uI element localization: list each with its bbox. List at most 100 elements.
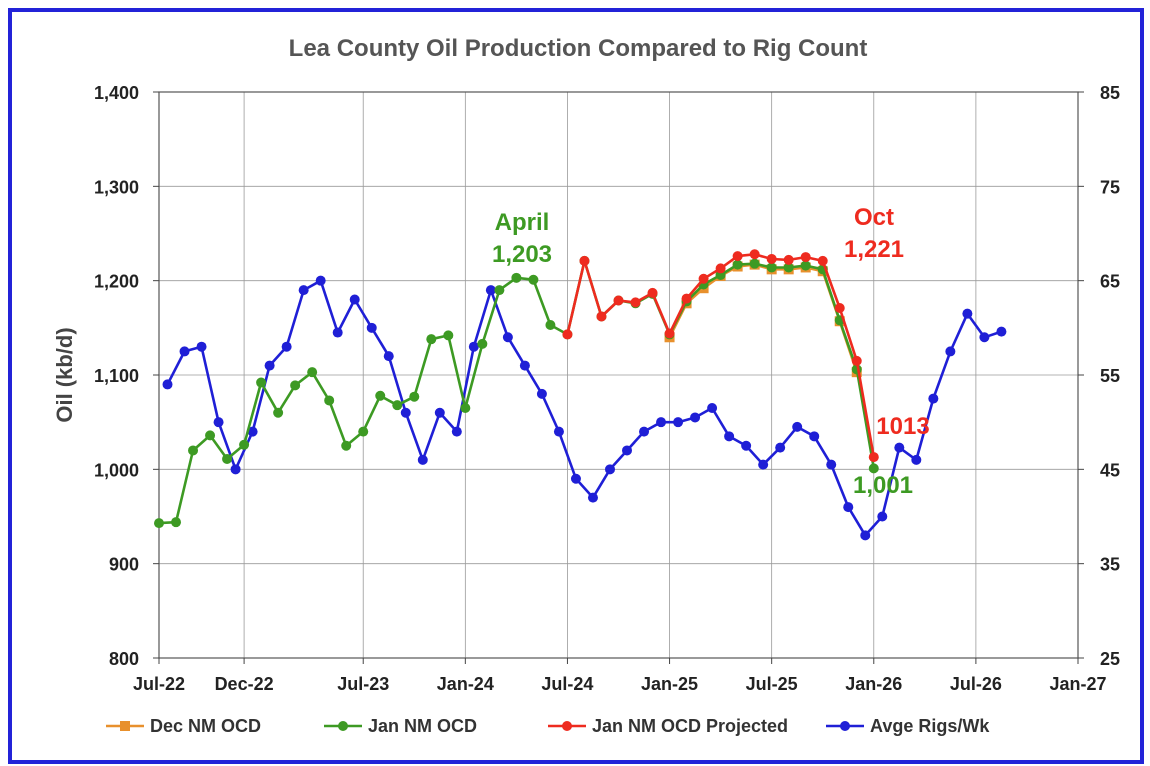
data-point-jan-nm-ocd-projected xyxy=(766,253,777,264)
data-point-avge-rigs-wk xyxy=(587,492,598,503)
data-point-avge-rigs-wk xyxy=(213,417,224,428)
legend-swatch-marker xyxy=(840,721,850,731)
y-axis-left: 800 900 1,000 1,100 1,200 1,300 1,400 xyxy=(94,83,159,669)
y-tick-label: 1,300 xyxy=(94,177,139,197)
data-point-jan-nm-ocd xyxy=(868,463,879,474)
data-point-avge-rigs-wk xyxy=(639,426,650,437)
x-tick-label: Jan-26 xyxy=(845,674,902,694)
data-point-avge-rigs-wk xyxy=(349,294,360,305)
data-point-jan-nm-ocd xyxy=(375,390,386,401)
data-point-avge-rigs-wk xyxy=(519,360,530,371)
data-point-jan-nm-ocd-projected xyxy=(851,355,862,366)
data-point-jan-nm-ocd-projected xyxy=(596,311,607,322)
data-point-jan-nm-ocd xyxy=(511,272,522,283)
legend-item-dec-nm-ocd: Dec NM OCD xyxy=(106,716,261,736)
data-point-avge-rigs-wk xyxy=(451,426,462,437)
data-point-jan-nm-ocd xyxy=(800,260,811,271)
data-point-jan-nm-ocd xyxy=(324,395,335,406)
data-point-avge-rigs-wk xyxy=(979,332,990,343)
data-point-avge-rigs-wk xyxy=(383,351,394,362)
data-point-jan-nm-ocd-projected xyxy=(681,293,692,304)
annotations: April 1,203 Oct 1,221 1013 1,001 xyxy=(492,204,930,499)
data-point-avge-rigs-wk xyxy=(843,502,854,513)
data-point-avge-rigs-wk xyxy=(536,388,547,399)
data-point-jan-nm-ocd-projected xyxy=(783,254,794,265)
data-point-avge-rigs-wk xyxy=(877,511,888,522)
x-tick-label: Jan-24 xyxy=(437,674,494,694)
data-point-avge-rigs-wk xyxy=(860,530,871,541)
data-point-avge-rigs-wk xyxy=(690,412,701,423)
data-point-avge-rigs-wk xyxy=(196,341,207,352)
data-point-jan-nm-ocd-projected xyxy=(698,273,709,284)
data-point-avge-rigs-wk xyxy=(332,327,343,338)
y2-tick-label: 75 xyxy=(1100,177,1120,197)
y-tick-label: 1,100 xyxy=(94,366,139,386)
y2-tick-label: 45 xyxy=(1100,460,1120,480)
data-point-jan-nm-ocd-projected xyxy=(647,287,658,298)
data-point-avge-rigs-wk xyxy=(366,322,377,333)
data-point-jan-nm-ocd xyxy=(783,262,794,273)
data-point-avge-rigs-wk xyxy=(673,417,684,428)
data-point-jan-nm-ocd xyxy=(732,259,743,270)
y-tick-label: 1,000 xyxy=(94,460,139,480)
legend-label: Jan NM OCD Projected xyxy=(592,716,788,736)
data-point-avge-rigs-wk xyxy=(707,403,718,414)
data-point-jan-nm-ocd-projected xyxy=(817,255,828,266)
data-point-jan-nm-ocd xyxy=(358,426,369,437)
data-point-jan-nm-ocd xyxy=(766,262,777,273)
data-point-jan-nm-ocd xyxy=(154,518,164,529)
data-point-jan-nm-ocd xyxy=(392,400,403,411)
data-point-avge-rigs-wk xyxy=(264,360,275,371)
series-layer xyxy=(154,249,1007,541)
y-tick-label: 1,400 xyxy=(94,83,139,103)
data-point-avge-rigs-wk xyxy=(281,341,292,352)
annotation-label: 1,203 xyxy=(492,241,552,268)
series-avge-rigs-wk xyxy=(162,275,1007,541)
data-point-jan-nm-ocd-projected xyxy=(749,249,760,260)
data-point-jan-nm-ocd xyxy=(545,320,556,331)
legend-item-jan-nm-ocd: Jan NM OCD xyxy=(324,716,477,736)
chart-title: Lea County Oil Production Compared to Ri… xyxy=(289,35,868,62)
legend-swatch-marker xyxy=(338,721,348,731)
data-point-jan-nm-ocd xyxy=(443,330,454,341)
data-point-jan-nm-ocd xyxy=(528,274,539,285)
data-point-jan-nm-ocd xyxy=(749,258,760,269)
chart-canvas: Lea County Oil Production Compared to Ri… xyxy=(52,35,1120,736)
data-point-avge-rigs-wk xyxy=(604,464,615,475)
data-point-avge-rigs-wk xyxy=(298,285,309,296)
x-tick-label: Jul-22 xyxy=(133,674,185,694)
data-point-avge-rigs-wk xyxy=(468,341,479,352)
data-point-avge-rigs-wk xyxy=(945,346,956,357)
y-tick-label: 900 xyxy=(109,555,139,575)
data-point-jan-nm-ocd xyxy=(222,453,233,464)
data-point-avge-rigs-wk xyxy=(928,393,939,404)
data-point-avge-rigs-wk xyxy=(247,426,258,437)
data-point-avge-rigs-wk xyxy=(502,332,513,343)
data-point-avge-rigs-wk xyxy=(962,308,973,319)
y2-tick-label: 65 xyxy=(1100,272,1120,292)
data-point-avge-rigs-wk xyxy=(230,464,241,475)
data-point-jan-nm-ocd-projected xyxy=(664,328,675,339)
x-axis: Jul-22 Dec-22 Jul-23 Jan-24 Jul-24 Jan-25 Jul-… xyxy=(133,658,1107,694)
x-tick-label: Jan-25 xyxy=(641,674,698,694)
x-tick-label: Jul-26 xyxy=(950,674,1002,694)
legend-item-avge-rigs-wk: Avge Rigs/Wk xyxy=(826,716,990,736)
y2-tick-label: 85 xyxy=(1100,83,1120,103)
data-point-jan-nm-ocd-projected xyxy=(715,263,726,274)
annotation-label: 1013 xyxy=(876,413,929,440)
data-point-jan-nm-ocd-projected xyxy=(562,329,573,340)
data-point-avge-rigs-wk xyxy=(315,275,326,286)
annotation-label: 1,221 xyxy=(844,236,904,263)
data-point-jan-nm-ocd xyxy=(273,407,284,418)
data-point-jan-nm-ocd xyxy=(171,517,182,528)
x-tick-label: Jul-23 xyxy=(337,674,389,694)
data-point-avge-rigs-wk xyxy=(775,442,786,453)
legend-label: Jan NM OCD xyxy=(368,716,477,736)
data-point-avge-rigs-wk xyxy=(911,454,922,465)
data-point-jan-nm-ocd xyxy=(256,377,267,388)
x-tick-label: Jul-24 xyxy=(541,674,593,694)
x-tick-label: Jan-27 xyxy=(1049,674,1106,694)
data-point-avge-rigs-wk xyxy=(553,426,564,437)
data-point-avge-rigs-wk xyxy=(434,407,445,418)
legend-label: Avge Rigs/Wk xyxy=(870,716,990,736)
